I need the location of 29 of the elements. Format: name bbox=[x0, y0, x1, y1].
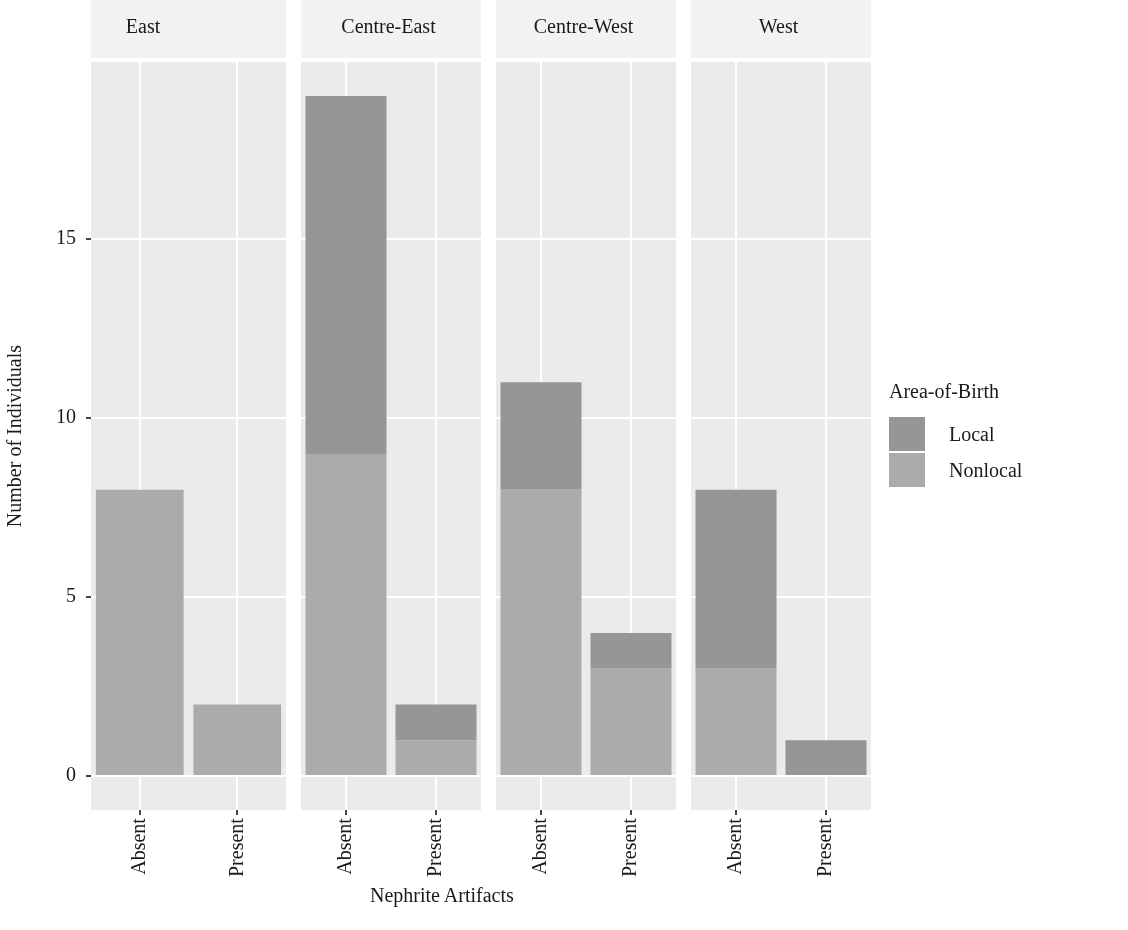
y-tick-label: 0 bbox=[66, 763, 76, 786]
x-axis-title: Nephrite Artifacts bbox=[370, 884, 514, 907]
chart-title: West bbox=[758, 15, 799, 38]
y-tick-label: 10 bbox=[56, 405, 76, 428]
chart-title: East bbox=[125, 15, 161, 38]
legend-label: Local bbox=[949, 422, 995, 446]
x-tick-label: Absent bbox=[528, 817, 551, 875]
x-tick-label: Absent bbox=[127, 817, 149, 875]
x-tick-label: Present bbox=[224, 817, 247, 878]
bar bbox=[305, 96, 387, 454]
chart-title: Centre-West bbox=[533, 15, 634, 38]
legend-label: Nonlocal bbox=[949, 458, 1023, 482]
chart-title: Centre-East bbox=[341, 15, 437, 38]
bar bbox=[395, 704, 477, 741]
y-tick-label: 5 bbox=[66, 584, 76, 607]
x-tick-label: Absent bbox=[723, 817, 746, 875]
y-axis-title: Number of Individuals bbox=[3, 344, 26, 528]
x-tick-label: Absent bbox=[333, 817, 356, 875]
x-tick-label: Present bbox=[618, 817, 641, 878]
legend-title: Area-of-Birth bbox=[889, 380, 1000, 403]
bar bbox=[590, 668, 672, 776]
bar bbox=[305, 453, 387, 776]
bar bbox=[590, 632, 672, 669]
x-tick-label: Present bbox=[813, 817, 836, 878]
x-tick-label: Present bbox=[423, 817, 446, 878]
bar bbox=[500, 489, 582, 776]
y-tick-label: 15 bbox=[56, 226, 76, 249]
bar bbox=[395, 740, 477, 776]
bar bbox=[500, 382, 582, 490]
